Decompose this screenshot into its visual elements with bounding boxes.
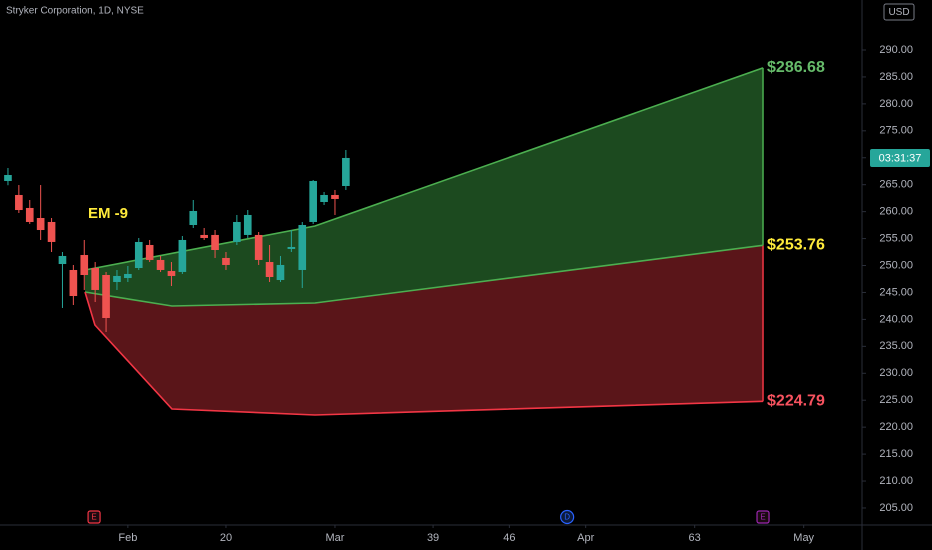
candle-body [254, 234, 263, 260]
y-tick-label: 205.00 [879, 502, 913, 514]
cone-lower-label: $224.79 [767, 393, 825, 410]
cone-upper-line [84, 67, 764, 271]
y-tick-label: 230.00 [879, 367, 913, 379]
candle-body [178, 239, 187, 272]
candle-body [102, 275, 110, 318]
candle-body [145, 244, 154, 260]
x-tick-label: 46 [503, 532, 515, 544]
candle-body [309, 180, 317, 222]
candle-body [287, 246, 296, 249]
expected-move-cone: $286.68 $253.76 $224.79 [84, 59, 825, 416]
event-marker [87, 510, 101, 524]
y-tick-label: 285.00 [879, 71, 913, 83]
candle-body [80, 255, 89, 275]
candle-body [342, 157, 350, 186]
candle-body [276, 264, 285, 281]
y-tick-label: 210.00 [879, 475, 913, 487]
y-tick-label: 275.00 [879, 125, 913, 137]
y-tick-label: 280.00 [879, 98, 913, 110]
candle-body [298, 225, 307, 270]
y-tick-label: 260.00 [879, 206, 913, 218]
y-tick-label: 225.00 [879, 394, 913, 406]
y-tick-label: 265.00 [879, 179, 913, 191]
event-marker [756, 510, 770, 524]
x-tick-label: 39 [427, 532, 439, 544]
candle-body [69, 269, 78, 297]
x-tick-label: Apr [577, 532, 594, 544]
candle-body [331, 194, 339, 199]
countdown-box [870, 148, 930, 167]
candle-body [222, 257, 230, 265]
x-tick-label: 63 [689, 532, 701, 544]
candle-body [4, 175, 12, 181]
y-tick-label: 220.00 [879, 421, 913, 433]
currency[interactable]: USD [888, 7, 909, 18]
candle-body [243, 214, 252, 235]
y-tick-label: 290.00 [879, 44, 913, 56]
candle-body [47, 221, 56, 242]
candle-body [134, 241, 143, 268]
x-tick-label: 20 [220, 532, 232, 544]
x-tick-label: Mar [325, 532, 344, 544]
candle-body [58, 255, 67, 265]
cone-middle-line [84, 244, 764, 307]
y-tick-label: 240.00 [879, 313, 913, 325]
candle-body [233, 221, 241, 242]
candle-body [124, 273, 132, 279]
event-label: E [760, 513, 765, 522]
y-tick-label: 215.00 [879, 448, 913, 460]
x-tick-label: Feb [118, 532, 137, 544]
candles [4, 150, 350, 333]
y-tick-label: 250.00 [879, 259, 913, 271]
candle-body [91, 267, 99, 290]
event-marker [560, 509, 575, 525]
candle-body [36, 217, 45, 231]
currency-box[interactable] [883, 3, 915, 21]
candle-body [156, 259, 165, 270]
candle-body [265, 262, 274, 277]
x-tick-label: May [793, 532, 814, 544]
lower-area [85, 245, 763, 415]
candle-body [320, 194, 328, 202]
cone-lower-line [84, 291, 764, 416]
y-tick-label: 255.00 [879, 232, 913, 244]
annotation: EM -9 [88, 205, 128, 222]
candle-body [189, 210, 198, 225]
event-label: E [91, 513, 96, 522]
candle-body [211, 234, 219, 250]
countdown: 03:31:37 [879, 152, 922, 164]
candle-body [113, 275, 121, 283]
upper-area [85, 67, 763, 307]
candle-body [167, 271, 176, 276]
cone-upper-label: $286.68 [767, 59, 825, 76]
cone-middle-label: $253.76 [767, 236, 825, 253]
chart-title: Stryker Corporation, 1D, NYSE [6, 6, 144, 17]
event-label: D [564, 513, 570, 522]
y-tick-label: 245.00 [879, 286, 913, 298]
y-tick-label: 235.00 [879, 340, 913, 352]
candle-body [15, 194, 23, 211]
axes: 205.00 210.00 215.00 220.00 225.00 230.00 235.… [87, 44, 930, 544]
candle-body [25, 207, 34, 222]
candle-body [200, 234, 208, 238]
